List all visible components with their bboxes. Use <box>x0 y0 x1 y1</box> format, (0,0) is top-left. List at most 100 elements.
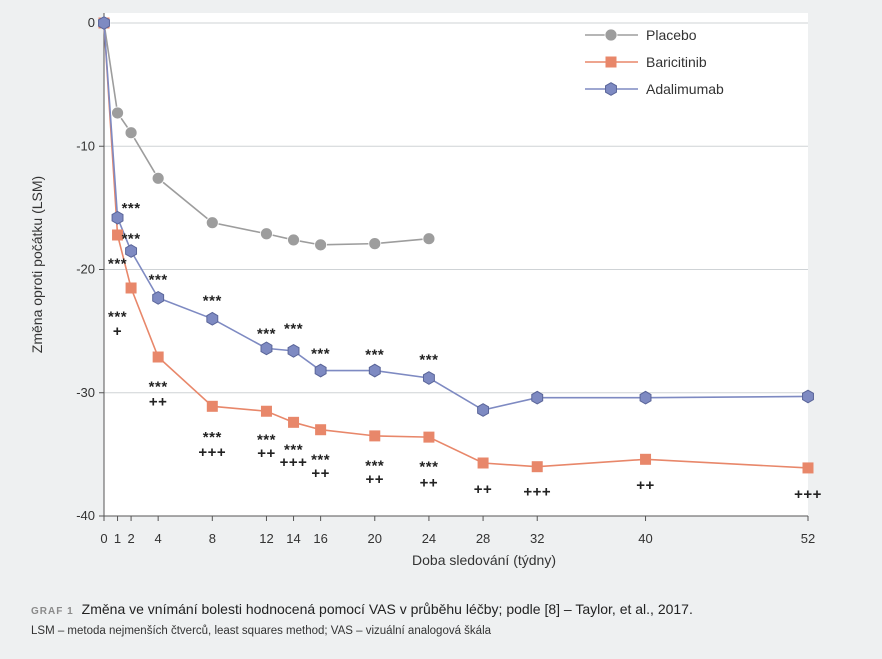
significance-mark: ++ <box>366 471 385 488</box>
data-point-placebo <box>287 233 300 247</box>
data-point-placebo <box>314 238 328 252</box>
chart-svg: 0-10-20-30-400 1 2 4 8 12 14 16 20 24 28 32 40 52Doba… <box>29 13 822 568</box>
x-tick-label: 40 <box>638 531 652 546</box>
data-point-baricitinib <box>260 405 272 417</box>
data-point-adalimumab <box>639 390 652 405</box>
x-tick-label: 1 <box>114 531 121 546</box>
x-tick-label: 0 <box>100 531 107 546</box>
data-point-baricitinib <box>288 416 300 428</box>
y-tick-label: -20 <box>76 262 95 277</box>
data-point-baricitinib <box>531 461 543 473</box>
significance-mark: *** <box>419 459 438 476</box>
data-point-placebo <box>260 227 273 241</box>
significance-mark: *** <box>203 429 222 446</box>
data-point-adalimumab <box>98 16 110 30</box>
series-line-placebo <box>103 22 429 246</box>
data-point-baricitinib <box>315 424 327 436</box>
data-point-baricitinib <box>640 453 652 465</box>
legend-marker <box>605 82 617 96</box>
significance-mark: *** <box>108 308 127 325</box>
significance-mark: *** <box>122 200 141 217</box>
data-point-baricitinib <box>125 282 137 294</box>
data-point-adalimumab <box>422 371 435 385</box>
data-point-adalimumab <box>802 389 814 404</box>
significance-mark: *** <box>365 347 384 364</box>
significance-mark: +++ <box>280 454 308 471</box>
plot-area <box>104 13 808 516</box>
x-tick-label: 28 <box>476 531 490 546</box>
data-point-baricitinib <box>206 400 218 412</box>
data-point-adalimumab <box>111 210 124 225</box>
data-point-baricitinib <box>112 229 124 241</box>
significance-mark: ++ <box>420 475 439 492</box>
y-tick-label: -30 <box>76 385 95 400</box>
figure-caption: GRAF 1 Změna ve vnímání bolesti hodnocená… <box>31 601 871 617</box>
significance-mark: *** <box>257 326 276 343</box>
x-tick-label: 20 <box>368 531 382 546</box>
y-tick-label: -40 <box>76 508 95 523</box>
significance-mark: *** <box>257 432 276 449</box>
x-axis-title: Doba sledování (týdny) <box>412 552 556 568</box>
data-point-adalimumab <box>477 403 490 417</box>
data-point-placebo <box>151 171 165 185</box>
x-tick-label: 12 <box>259 531 273 546</box>
significance-mark: ++ <box>311 465 330 482</box>
significance-mark: *** <box>149 271 168 288</box>
data-point-baricitinib <box>423 431 435 443</box>
significance-mark: *** <box>311 345 330 362</box>
significance-mark: +++ <box>794 486 822 503</box>
data-point-baricitinib <box>369 430 381 442</box>
x-tick-label: 2 <box>127 531 134 546</box>
data-point-adalimumab <box>125 244 138 258</box>
data-point-placebo <box>422 232 436 246</box>
significance-mark: *** <box>419 351 438 368</box>
significance-mark: ++ <box>636 477 655 494</box>
significance-mark: +++ <box>198 444 226 461</box>
significance-mark: *** <box>122 231 141 248</box>
figure-footnote: LSM – metoda nejmenších čtverců, least s… <box>31 625 492 637</box>
legend-label-adalimumab: Adalimumab <box>646 81 724 97</box>
legend-label-baricitinib: Baricitinib <box>646 54 707 70</box>
data-point-placebo <box>368 237 382 251</box>
data-point-adalimumab <box>152 290 165 305</box>
significance-mark: +++ <box>523 483 551 500</box>
series-line-adalimumab <box>103 22 809 411</box>
data-point-adalimumab <box>287 343 300 358</box>
x-tick-label: 32 <box>530 531 544 546</box>
data-point-placebo <box>205 216 219 230</box>
y-tick-label: -10 <box>76 138 95 153</box>
data-point-placebo <box>124 126 138 140</box>
legend-marker <box>605 56 617 68</box>
significance-mark: *** <box>284 441 303 458</box>
x-tick-label: 16 <box>313 531 327 546</box>
significance-mark: *** <box>149 379 168 396</box>
significance-mark: ++ <box>257 445 276 462</box>
legend-label-placebo: Placebo <box>646 27 697 43</box>
x-tick-label: 52 <box>801 531 815 546</box>
x-tick-label: 24 <box>422 531 436 546</box>
y-tick-label: 0 <box>88 15 95 30</box>
data-point-adalimumab <box>314 363 327 378</box>
significance-mark: ++ <box>474 481 493 498</box>
significance-mark: *** <box>108 255 127 272</box>
significance-mark: *** <box>365 457 384 474</box>
data-point-baricitinib <box>802 462 814 474</box>
chart: 0 -10 -20 -30 -40 0 1 2 4 8 12 14 16 20 24 28 32 40 52 Doba… <box>29 13 822 568</box>
data-point-baricitinib <box>152 351 164 363</box>
data-point-adalimumab <box>206 311 219 326</box>
legend-marker <box>604 28 618 42</box>
significance-mark: ++ <box>149 393 168 410</box>
series-line-baricitinib <box>103 22 809 469</box>
x-tick-label: 4 <box>155 531 162 546</box>
caption-tag: GRAF 1 <box>31 606 74 617</box>
significance-mark: *** <box>311 451 330 468</box>
caption-text: Změna ve vnímání bolesti hodnocená pomoc… <box>81 601 693 617</box>
data-point-baricitinib <box>477 457 489 469</box>
data-point-adalimumab <box>368 363 381 378</box>
significance-mark: *** <box>203 292 222 309</box>
data-point-placebo <box>111 106 124 120</box>
data-point-adalimumab <box>531 390 544 405</box>
significance-mark: + <box>113 323 122 340</box>
significance-mark: *** <box>284 321 303 338</box>
y-axis-title: Změna oproti počátku (LSM) <box>29 176 45 353</box>
